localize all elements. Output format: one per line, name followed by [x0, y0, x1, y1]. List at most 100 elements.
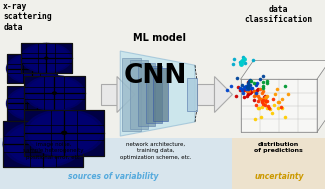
Circle shape [32, 138, 54, 150]
Point [262, 95, 267, 98]
Point [258, 98, 263, 101]
Point [280, 97, 285, 100]
Circle shape [20, 62, 43, 75]
Point [265, 95, 270, 98]
Text: data
classification: data classification [245, 5, 313, 24]
Point [261, 89, 266, 92]
Point [245, 85, 250, 88]
Point [265, 100, 270, 103]
Point [239, 89, 244, 92]
Bar [101, 84, 117, 105]
Point [273, 92, 278, 95]
Point [253, 82, 258, 85]
Circle shape [34, 102, 39, 105]
Point [243, 84, 249, 87]
Circle shape [37, 53, 56, 64]
Circle shape [9, 88, 64, 119]
Bar [197, 84, 214, 105]
Point [249, 87, 254, 90]
Point [272, 104, 277, 107]
Circle shape [39, 142, 47, 146]
Circle shape [53, 126, 75, 139]
Circle shape [62, 131, 67, 134]
Point [234, 94, 239, 97]
Point [244, 90, 250, 93]
Point [245, 88, 251, 91]
Polygon shape [117, 77, 135, 112]
Point [240, 56, 245, 59]
Circle shape [44, 57, 49, 60]
Circle shape [30, 79, 79, 107]
Bar [24, 76, 84, 111]
Circle shape [21, 132, 65, 157]
Circle shape [38, 84, 71, 103]
Point [263, 104, 268, 107]
Circle shape [45, 57, 48, 59]
Bar [240, 79, 317, 132]
Point [282, 116, 287, 119]
Bar [24, 110, 104, 156]
Point [254, 92, 259, 95]
Circle shape [39, 118, 89, 147]
Circle shape [28, 47, 65, 69]
Circle shape [32, 50, 60, 66]
Point [259, 100, 265, 103]
Point [240, 60, 245, 63]
Circle shape [31, 100, 42, 107]
Bar [138, 63, 155, 126]
Bar [6, 54, 57, 83]
Bar [153, 68, 168, 121]
Point [246, 85, 251, 88]
Circle shape [26, 97, 47, 110]
Circle shape [28, 112, 100, 154]
Circle shape [42, 55, 51, 61]
Point [239, 83, 244, 86]
Point [263, 95, 268, 98]
Point [265, 105, 270, 108]
Circle shape [10, 125, 76, 163]
Point [253, 93, 258, 96]
Circle shape [25, 64, 39, 73]
Circle shape [11, 57, 52, 81]
Point [270, 97, 275, 100]
Point [246, 89, 251, 92]
Circle shape [14, 127, 72, 161]
Circle shape [27, 66, 36, 71]
Circle shape [23, 95, 50, 112]
Point [239, 63, 244, 66]
Text: x-ray
scattering
data: x-ray scattering data [3, 2, 52, 32]
Point [241, 85, 246, 88]
Point [248, 84, 253, 87]
Circle shape [35, 51, 58, 65]
Point [269, 112, 275, 115]
Point [264, 106, 269, 109]
Bar [3, 121, 83, 167]
Bar [21, 43, 72, 73]
Point [248, 80, 254, 83]
Point [260, 74, 266, 77]
Point [243, 87, 249, 90]
Point [238, 88, 243, 91]
Point [264, 100, 269, 103]
Circle shape [24, 76, 84, 111]
Circle shape [26, 46, 67, 70]
Point [255, 94, 260, 97]
Circle shape [41, 85, 68, 101]
Point [247, 89, 253, 92]
Point [264, 99, 269, 102]
Circle shape [50, 124, 79, 141]
Point [255, 106, 260, 109]
Circle shape [15, 91, 58, 116]
Point [254, 104, 259, 107]
Circle shape [6, 86, 67, 121]
Circle shape [36, 140, 50, 148]
Point [240, 91, 246, 94]
Point [254, 91, 259, 94]
Point [280, 107, 285, 110]
Bar [3, 121, 83, 167]
Point [237, 60, 242, 63]
Point [261, 98, 266, 101]
Point [247, 79, 252, 82]
Bar [24, 110, 104, 156]
Point [268, 107, 273, 110]
